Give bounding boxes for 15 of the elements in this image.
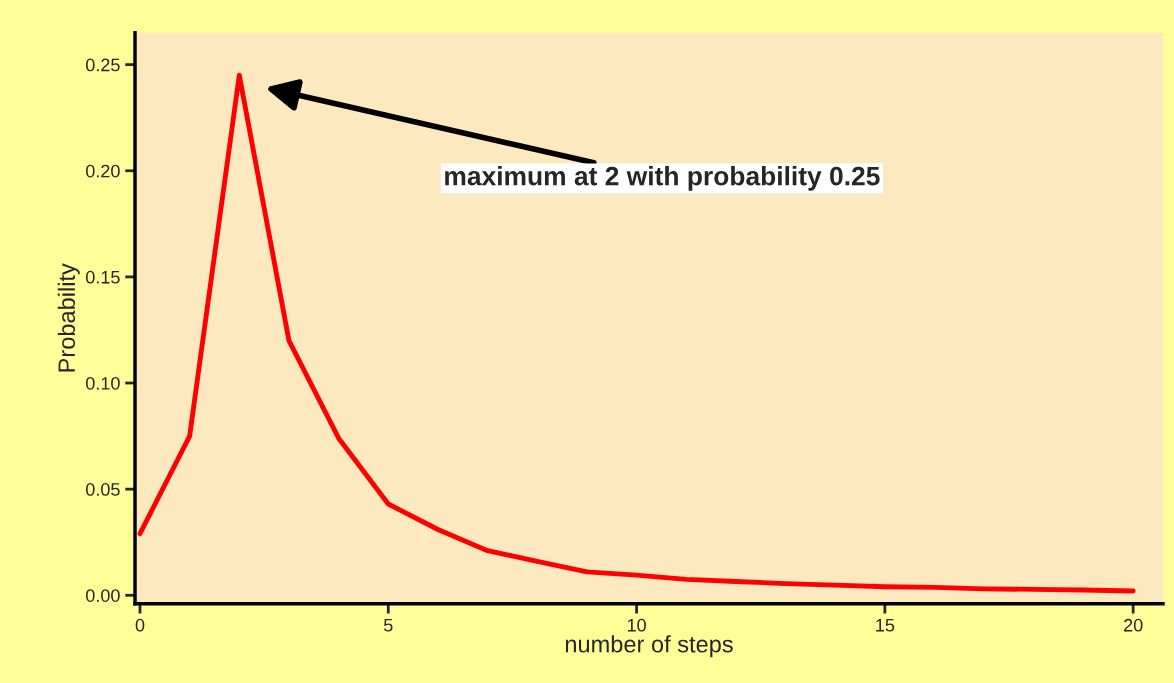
- x-tick-label: 10: [627, 618, 646, 632]
- x-tick-label: 20: [1124, 618, 1143, 632]
- y-tick-label: 0.00: [85, 589, 120, 602]
- x-tick-label: 15: [876, 619, 895, 632]
- x-tick-label: 0: [135, 618, 145, 632]
- y-tick-label: 0.25: [85, 58, 120, 72]
- y-tick-label: 0.05: [85, 483, 120, 496]
- y-tick-label: 0.10: [85, 376, 120, 390]
- annotation: maximum at 2 with probability 0.25: [445, 166, 880, 191]
- y-tick-label: 0.15: [85, 270, 120, 284]
- line-series: [137, 72, 1136, 594]
- x-tick-label: 5: [383, 619, 393, 632]
- x-axis-title: number of steps: [565, 635, 733, 658]
- y-tick-label: 0.20: [85, 164, 120, 178]
- y-axis-title: Probability: [57, 263, 80, 372]
